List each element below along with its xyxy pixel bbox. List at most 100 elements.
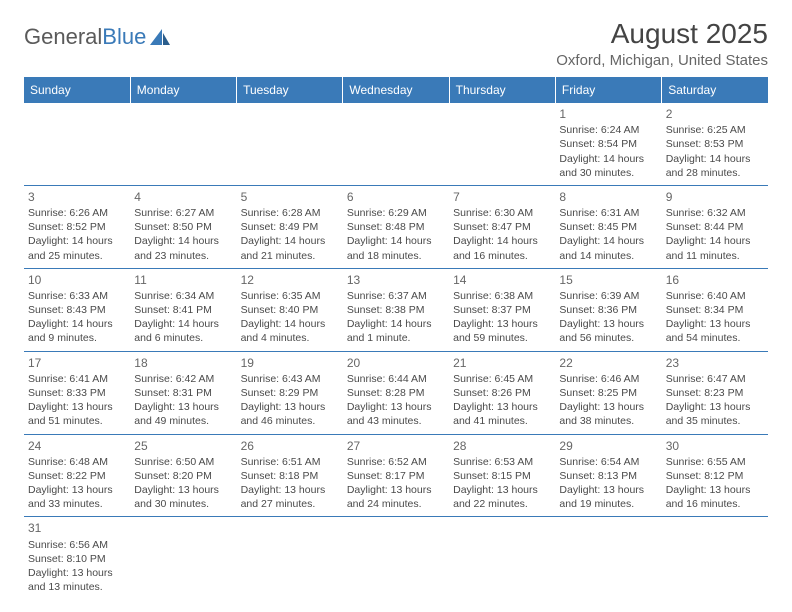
sunset-line: Sunset: 8:28 PM	[347, 386, 445, 400]
sunset-line: Sunset: 8:49 PM	[241, 220, 339, 234]
sunset-line: Sunset: 8:22 PM	[28, 469, 126, 483]
sunrise-line: Sunrise: 6:32 AM	[666, 206, 764, 220]
day-number: 27	[347, 438, 445, 454]
day-number: 15	[559, 272, 657, 288]
sunset-line: Sunset: 8:31 PM	[134, 386, 232, 400]
calendar-empty	[343, 517, 449, 599]
daylight-line: Daylight: 13 hours and 27 minutes.	[241, 483, 339, 511]
calendar-day: 13Sunrise: 6:37 AMSunset: 8:38 PMDayligh…	[343, 268, 449, 351]
day-header: Saturday	[662, 77, 768, 103]
day-number: 19	[241, 355, 339, 371]
sunrise-line: Sunrise: 6:40 AM	[666, 289, 764, 303]
calendar-day: 6Sunrise: 6:29 AMSunset: 8:48 PMDaylight…	[343, 185, 449, 268]
sunrise-line: Sunrise: 6:38 AM	[453, 289, 551, 303]
sunset-line: Sunset: 8:47 PM	[453, 220, 551, 234]
daylight-line: Daylight: 14 hours and 23 minutes.	[134, 234, 232, 262]
sunrise-line: Sunrise: 6:47 AM	[666, 372, 764, 386]
sunrise-line: Sunrise: 6:25 AM	[666, 123, 764, 137]
calendar-day: 24Sunrise: 6:48 AMSunset: 8:22 PMDayligh…	[24, 434, 130, 517]
sunset-line: Sunset: 8:23 PM	[666, 386, 764, 400]
calendar-day: 9Sunrise: 6:32 AMSunset: 8:44 PMDaylight…	[662, 185, 768, 268]
calendar-day: 30Sunrise: 6:55 AMSunset: 8:12 PMDayligh…	[662, 434, 768, 517]
sunrise-line: Sunrise: 6:27 AM	[134, 206, 232, 220]
calendar-day: 28Sunrise: 6:53 AMSunset: 8:15 PMDayligh…	[449, 434, 555, 517]
daylight-line: Daylight: 13 hours and 13 minutes.	[28, 566, 126, 594]
calendar-week: 31Sunrise: 6:56 AMSunset: 8:10 PMDayligh…	[24, 517, 768, 599]
day-header: Monday	[130, 77, 236, 103]
calendar-day: 17Sunrise: 6:41 AMSunset: 8:33 PMDayligh…	[24, 351, 130, 434]
sunset-line: Sunset: 8:25 PM	[559, 386, 657, 400]
calendar-empty	[130, 517, 236, 599]
daylight-line: Daylight: 14 hours and 21 minutes.	[241, 234, 339, 262]
day-number: 7	[453, 189, 551, 205]
daylight-line: Daylight: 13 hours and 41 minutes.	[453, 400, 551, 428]
day-number: 20	[347, 355, 445, 371]
calendar-day: 10Sunrise: 6:33 AMSunset: 8:43 PMDayligh…	[24, 268, 130, 351]
day-header: Friday	[555, 77, 661, 103]
sunset-line: Sunset: 8:13 PM	[559, 469, 657, 483]
sunrise-line: Sunrise: 6:35 AM	[241, 289, 339, 303]
day-number: 23	[666, 355, 764, 371]
day-number: 17	[28, 355, 126, 371]
daylight-line: Daylight: 13 hours and 24 minutes.	[347, 483, 445, 511]
sunset-line: Sunset: 8:52 PM	[28, 220, 126, 234]
calendar-day: 16Sunrise: 6:40 AMSunset: 8:34 PMDayligh…	[662, 268, 768, 351]
sunset-line: Sunset: 8:45 PM	[559, 220, 657, 234]
sunrise-line: Sunrise: 6:42 AM	[134, 372, 232, 386]
calendar-empty	[343, 103, 449, 185]
daylight-line: Daylight: 14 hours and 16 minutes.	[453, 234, 551, 262]
calendar-day: 23Sunrise: 6:47 AMSunset: 8:23 PMDayligh…	[662, 351, 768, 434]
title-block: August 2025 Oxford, Michigan, United Sta…	[556, 18, 768, 69]
calendar-day: 2Sunrise: 6:25 AMSunset: 8:53 PMDaylight…	[662, 103, 768, 185]
sunset-line: Sunset: 8:15 PM	[453, 469, 551, 483]
calendar-day: 12Sunrise: 6:35 AMSunset: 8:40 PMDayligh…	[237, 268, 343, 351]
day-number: 2	[666, 106, 764, 122]
sunset-line: Sunset: 8:26 PM	[453, 386, 551, 400]
location: Oxford, Michigan, United States	[556, 52, 768, 69]
day-number: 10	[28, 272, 126, 288]
sunrise-line: Sunrise: 6:52 AM	[347, 455, 445, 469]
sunset-line: Sunset: 8:44 PM	[666, 220, 764, 234]
sunset-line: Sunset: 8:53 PM	[666, 137, 764, 151]
sunset-line: Sunset: 8:10 PM	[28, 552, 126, 566]
sunrise-line: Sunrise: 6:30 AM	[453, 206, 551, 220]
sunset-line: Sunset: 8:36 PM	[559, 303, 657, 317]
calendar-week: 24Sunrise: 6:48 AMSunset: 8:22 PMDayligh…	[24, 434, 768, 517]
day-number: 6	[347, 189, 445, 205]
day-number: 16	[666, 272, 764, 288]
sunset-line: Sunset: 8:43 PM	[28, 303, 126, 317]
sunrise-line: Sunrise: 6:26 AM	[28, 206, 126, 220]
month-title: August 2025	[556, 18, 768, 50]
sunrise-line: Sunrise: 6:43 AM	[241, 372, 339, 386]
calendar-day: 27Sunrise: 6:52 AMSunset: 8:17 PMDayligh…	[343, 434, 449, 517]
daylight-line: Daylight: 14 hours and 18 minutes.	[347, 234, 445, 262]
day-number: 25	[134, 438, 232, 454]
daylight-line: Daylight: 13 hours and 54 minutes.	[666, 317, 764, 345]
sunset-line: Sunset: 8:50 PM	[134, 220, 232, 234]
daylight-line: Daylight: 13 hours and 49 minutes.	[134, 400, 232, 428]
sunrise-line: Sunrise: 6:46 AM	[559, 372, 657, 386]
sunrise-line: Sunrise: 6:34 AM	[134, 289, 232, 303]
calendar-week: 10Sunrise: 6:33 AMSunset: 8:43 PMDayligh…	[24, 268, 768, 351]
calendar-empty	[555, 517, 661, 599]
sunrise-line: Sunrise: 6:53 AM	[453, 455, 551, 469]
daylight-line: Daylight: 13 hours and 33 minutes.	[28, 483, 126, 511]
day-number: 22	[559, 355, 657, 371]
daylight-line: Daylight: 13 hours and 59 minutes.	[453, 317, 551, 345]
calendar-day: 29Sunrise: 6:54 AMSunset: 8:13 PMDayligh…	[555, 434, 661, 517]
calendar-day: 3Sunrise: 6:26 AMSunset: 8:52 PMDaylight…	[24, 185, 130, 268]
calendar-table: SundayMondayTuesdayWednesdayThursdayFrid…	[24, 77, 768, 599]
sunrise-line: Sunrise: 6:44 AM	[347, 372, 445, 386]
day-number: 4	[134, 189, 232, 205]
daylight-line: Daylight: 13 hours and 35 minutes.	[666, 400, 764, 428]
day-number: 12	[241, 272, 339, 288]
sunrise-line: Sunrise: 6:28 AM	[241, 206, 339, 220]
daylight-line: Daylight: 14 hours and 25 minutes.	[28, 234, 126, 262]
day-number: 26	[241, 438, 339, 454]
day-header-row: SundayMondayTuesdayWednesdayThursdayFrid…	[24, 77, 768, 103]
calendar-empty	[237, 103, 343, 185]
day-header: Tuesday	[237, 77, 343, 103]
day-number: 3	[28, 189, 126, 205]
day-number: 31	[28, 520, 126, 536]
daylight-line: Daylight: 14 hours and 6 minutes.	[134, 317, 232, 345]
